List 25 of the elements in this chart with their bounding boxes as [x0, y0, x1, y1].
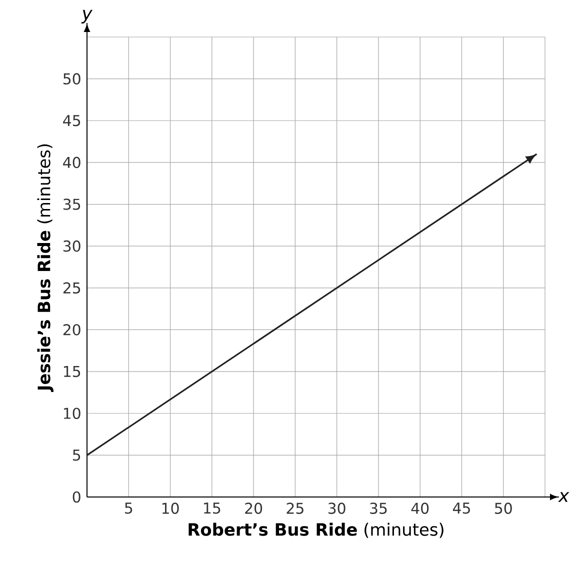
x-tick-label: 5 — [125, 502, 132, 514]
y-tick-label: 20 — [63, 324, 80, 336]
x-tick-label: 50 — [495, 502, 512, 514]
x-tick-label: 45 — [452, 502, 470, 514]
y-tick-label: 10 — [64, 408, 80, 420]
x-tick-label: 40 — [411, 502, 429, 514]
x-tick-label: 30 — [328, 502, 346, 514]
y-tick-label: 25 — [63, 282, 80, 294]
y-tick-label: 50 — [63, 73, 80, 84]
y-tick-label: 15 — [64, 366, 80, 378]
x-tick-label: 10 — [162, 502, 179, 514]
text: y — [81, 10, 93, 24]
y-axis-title: Jessie’s Bus Ride (minutes) — [37, 144, 54, 392]
y-tick-label: 40 — [63, 156, 80, 168]
y-tick-label: 5 — [73, 450, 80, 461]
x-axis-title: Robert’s Bus Ride (minutes) — [188, 522, 444, 538]
y-tick-label: 0 — [72, 491, 80, 503]
y-tick-label: 30 — [63, 240, 80, 252]
x-tick-label: 20 — [245, 502, 262, 514]
y-tick-label: 45 — [63, 115, 80, 126]
text: x — [558, 492, 570, 502]
x-tick-label: 25 — [286, 502, 304, 514]
y-tick-label: 35 — [63, 198, 80, 210]
x-tick-label: 15 — [204, 502, 220, 514]
x-tick-label: 35 — [370, 502, 387, 514]
